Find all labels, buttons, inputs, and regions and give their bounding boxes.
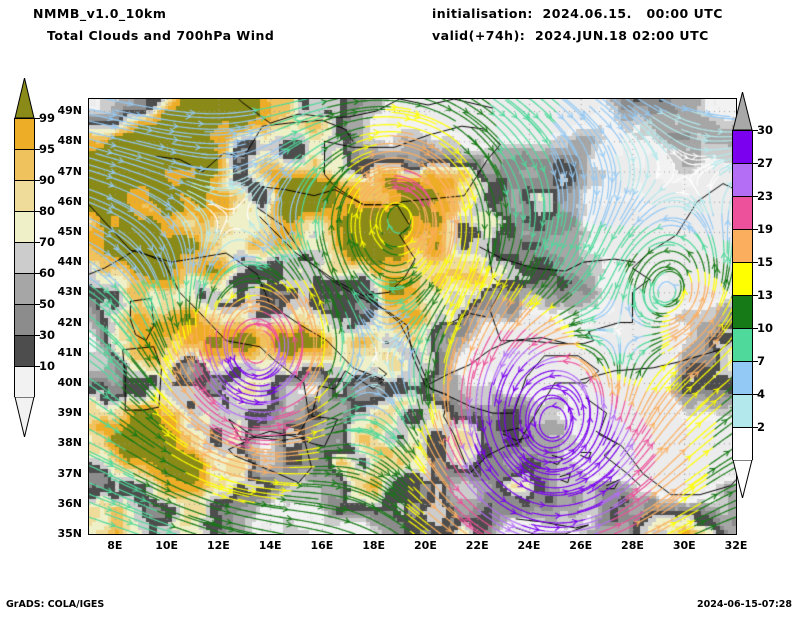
- colorbar-bottom-arrow: [732, 459, 753, 499]
- colorbar-gradient: [14, 118, 35, 398]
- colorbar-tick: [35, 304, 40, 305]
- colorbar-tick: [753, 262, 758, 263]
- lat-tick-44N: 44N: [57, 255, 82, 269]
- colorbar-tick: [35, 149, 40, 150]
- lat-tick-42N: 42N: [57, 315, 82, 329]
- colorbar-tick: [35, 180, 40, 181]
- colorbar-segment-30: [733, 131, 752, 164]
- colorbar-segment-80: [15, 212, 34, 243]
- lat-tick-35N: 35N: [57, 527, 82, 540]
- valid-time: valid(+74h): 2024.JUN.18 02:00 UTC: [432, 28, 709, 43]
- colorbar-segment-13: [733, 296, 752, 329]
- model-title: NMMB_v1.0_10km: [33, 6, 167, 21]
- colorbar-segment-10: [15, 367, 34, 398]
- colorbar-label-7: 7: [757, 354, 766, 368]
- initialisation-time: initialisation: 2024.06.15. 00:00 UTC: [432, 6, 723, 21]
- lon-tick-18E: 18E: [362, 539, 386, 552]
- footer-timestamp: 2024-06-15-07:28: [697, 599, 792, 610]
- colorbar-label-4: 4: [757, 387, 766, 401]
- weather-map-canvas: [89, 99, 736, 534]
- colorbar-tick: [753, 229, 758, 230]
- colorbar-segment-70: [15, 243, 34, 274]
- colorbar-top-arrow: [14, 77, 35, 119]
- colorbar-label-50: 50: [39, 297, 56, 311]
- colorbar-tick: [35, 118, 40, 119]
- colorbar-segment-60: [15, 274, 34, 305]
- colorbar-label-2: 2: [757, 420, 766, 434]
- colorbar-label-80: 80: [39, 204, 56, 218]
- colorbar-tick: [753, 130, 758, 131]
- colorbar-label-30: 30: [757, 123, 774, 137]
- lon-tick-30E: 30E: [672, 539, 696, 552]
- lon-tick-24E: 24E: [517, 539, 541, 552]
- lat-tick-49N: 49N: [57, 104, 82, 118]
- colorbar-label-13: 13: [757, 288, 774, 302]
- colorbar-top-arrow: [732, 91, 753, 131]
- lon-tick-14E: 14E: [258, 539, 282, 552]
- colorbar-tick: [753, 361, 758, 362]
- colorbar-segment-2: [733, 428, 752, 461]
- colorbar-tick: [753, 196, 758, 197]
- colorbar-segment-95: [15, 150, 34, 181]
- colorbar-tick: [35, 242, 40, 243]
- colorbar-tick: [35, 335, 40, 336]
- lat-tick-37N: 37N: [57, 466, 82, 480]
- lon-tick-22E: 22E: [465, 539, 489, 552]
- colorbar-tick: [753, 163, 758, 164]
- lat-tick-48N: 48N: [57, 134, 82, 148]
- lon-tick-28E: 28E: [621, 539, 644, 552]
- colorbar-label-10: 10: [39, 359, 56, 373]
- colorbar-label-15: 15: [757, 255, 774, 269]
- colorbar-label-10: 10: [757, 321, 774, 335]
- colorbar-tick: [753, 328, 758, 329]
- lon-tick-16E: 16E: [310, 539, 334, 552]
- colorbar-label-70: 70: [39, 235, 56, 249]
- lat-tick-38N: 38N: [57, 436, 82, 450]
- lon-tick-20E: 20E: [414, 539, 437, 552]
- field-title: Total Clouds and 700hPa Wind: [47, 28, 275, 43]
- colorbar-label-23: 23: [757, 189, 774, 203]
- colorbar-label-60: 60: [39, 266, 56, 280]
- colorbar-tick: [35, 273, 40, 274]
- lon-tick-32E: 32E: [724, 539, 748, 552]
- colorbar-segment-27: [733, 164, 752, 197]
- colorbar-segment-19: [733, 230, 752, 263]
- colorbar-tick: [35, 366, 40, 367]
- colorbar-label-30: 30: [39, 328, 56, 342]
- colorbar-label-90: 90: [39, 173, 56, 187]
- lon-tick-12E: 12E: [206, 539, 230, 552]
- map-plot-area[interactable]: [88, 98, 737, 535]
- colorbar-label-99: 99: [39, 111, 56, 125]
- colorbar-segment-30: [15, 336, 34, 367]
- lat-tick-47N: 47N: [57, 164, 82, 178]
- lat-tick-45N: 45N: [57, 224, 82, 238]
- lon-tick-8E: 8E: [107, 539, 123, 552]
- colorbar-label-27: 27: [757, 156, 774, 170]
- colorbar-tick: [753, 295, 758, 296]
- lat-tick-41N: 41N: [57, 345, 82, 359]
- colorbar-segment-10: [733, 329, 752, 362]
- colorbar-gradient: [732, 130, 753, 461]
- footer-credit: GrADS: COLA/IGES: [6, 599, 105, 610]
- colorbar-segment-23: [733, 197, 752, 230]
- colorbar-label-19: 19: [757, 222, 774, 236]
- lon-tick-26E: 26E: [569, 539, 593, 552]
- colorbar-bottom-arrow: [14, 396, 35, 438]
- colorbar-segment-7: [733, 362, 752, 395]
- lon-tick-10E: 10E: [155, 539, 179, 552]
- lat-tick-36N: 36N: [57, 496, 82, 510]
- colorbar-tick: [35, 211, 40, 212]
- colorbar-segment-90: [15, 181, 34, 212]
- lat-tick-40N: 40N: [57, 375, 82, 389]
- colorbar-label-95: 95: [39, 142, 56, 156]
- colorbar-tick: [753, 427, 758, 428]
- lat-tick-43N: 43N: [57, 285, 82, 299]
- colorbar-segment-50: [15, 305, 34, 336]
- colorbar-segment-4: [733, 395, 752, 428]
- colorbar-segment-99: [15, 119, 34, 150]
- lat-tick-46N: 46N: [57, 194, 82, 208]
- lat-tick-39N: 39N: [57, 406, 82, 420]
- colorbar-tick: [753, 394, 758, 395]
- colorbar-segment-15: [733, 263, 752, 296]
